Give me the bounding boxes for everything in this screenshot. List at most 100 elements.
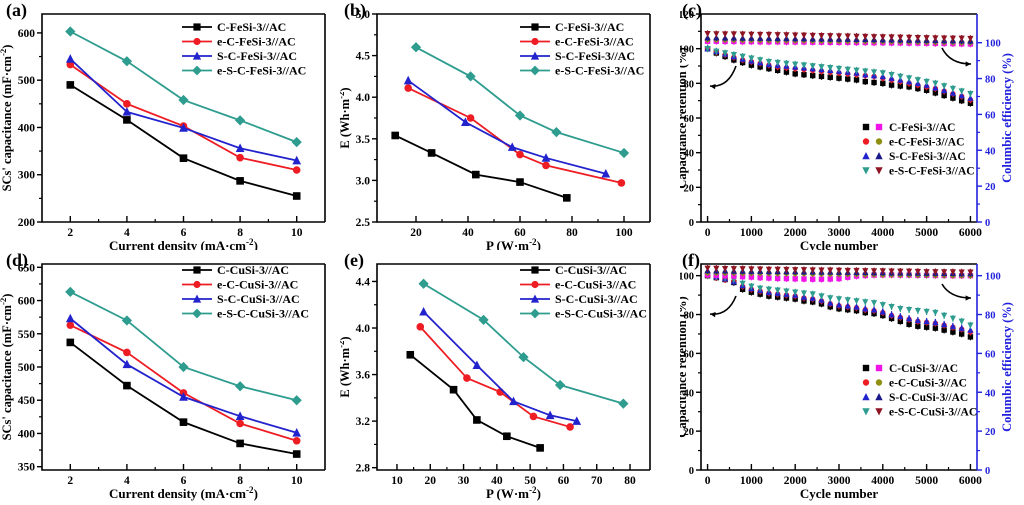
svg-text:0: 0 — [985, 466, 990, 477]
svg-text:S-C-CuSi-3//AC: S-C-CuSi-3//AC — [889, 392, 968, 404]
svg-text:e-C-CuSi-3//AC: e-C-CuSi-3//AC — [889, 378, 967, 390]
svg-text:0: 0 — [705, 475, 711, 487]
panel-letter-f: (f) — [682, 250, 700, 270]
svg-text:SCs' capacitance (mF·cm-2): SCs' capacitance (mF·cm-2) — [0, 294, 14, 441]
svg-text:650: 650 — [18, 262, 36, 274]
svg-text:E (Wh·m-2): E (Wh·m-2) — [340, 87, 352, 148]
panel-f: (f) 0 1000 2000 3000 4000 5000 6000 0 20 40 60 80 10… — [675, 250, 1024, 505]
svg-text:60: 60 — [514, 227, 526, 239]
svg-text:6000: 6000 — [959, 227, 982, 239]
svg-text:4: 4 — [124, 475, 130, 487]
svg-text:80: 80 — [684, 79, 695, 90]
panel-letter-e: (e) — [344, 250, 364, 270]
svg-text:6: 6 — [181, 227, 187, 239]
svg-text:Columbic efficiency (%): Columbic efficiency (%) — [1000, 302, 1014, 432]
svg-text:60: 60 — [558, 475, 570, 487]
svg-text:e-S-C-FeSi-3//AC: e-S-C-FeSi-3//AC — [217, 64, 306, 78]
svg-text:200: 200 — [18, 217, 36, 229]
svg-text:P (W·m-2): P (W·m-2) — [486, 237, 541, 250]
panel-b: (b) 20 40 60 80 100 2.5 3.0 3.5 4.0 4.5 5.0 P (W·m-… — [336, 0, 680, 253]
panel-letter-a: (a) — [6, 0, 27, 20]
chart-e-energy-vs-power-cusi: 10 20 30 40 50 60 70 80 2.8 3.2 3.6 4.0 4.4 P (W·m-2)… — [336, 263, 651, 501]
svg-text:3.6: 3.6 — [356, 370, 371, 382]
svg-text:60: 60 — [684, 114, 695, 125]
svg-text:S-C-FeSi-3//AC: S-C-FeSi-3//AC — [889, 151, 966, 163]
svg-text:Cycle number: Cycle number — [800, 486, 879, 501]
svg-text:C-FeSi-3//AC: C-FeSi-3//AC — [889, 122, 955, 134]
svg-text:80: 80 — [566, 227, 578, 239]
svg-text:60: 60 — [684, 349, 695, 360]
svg-text:80: 80 — [624, 475, 636, 487]
svg-text:400: 400 — [18, 428, 36, 440]
svg-text:3.5: 3.5 — [356, 134, 371, 146]
svg-text:550: 550 — [18, 329, 36, 341]
svg-text:C-CuSi-3//AC: C-CuSi-3//AC — [555, 263, 627, 277]
svg-text:600: 600 — [18, 28, 36, 40]
svg-text:C-FeSi-3//AC: C-FeSi-3//AC — [555, 20, 624, 34]
svg-text:e-C-FeSi-3//AC: e-C-FeSi-3//AC — [217, 35, 296, 49]
svg-text:3000: 3000 — [828, 227, 851, 239]
chart-f-cycling-stability-cusi: 0 1000 2000 3000 4000 5000 6000020406080100020… — [675, 263, 1014, 501]
svg-text:Cycle number: Cycle number — [800, 238, 879, 250]
svg-text:S-C-CuSi-3//AC: S-C-CuSi-3//AC — [555, 292, 638, 306]
svg-text:2000: 2000 — [784, 227, 807, 239]
svg-text:2000: 2000 — [784, 475, 807, 487]
svg-text:e-S-C-CuSi-3//AC: e-S-C-CuSi-3//AC — [217, 307, 309, 321]
svg-text:2: 2 — [67, 227, 73, 239]
svg-text:500: 500 — [18, 75, 36, 87]
svg-text:4.0: 4.0 — [356, 92, 371, 104]
svg-text:40: 40 — [491, 475, 503, 487]
svg-text:50: 50 — [524, 475, 536, 487]
svg-text:SCs' capacitance (mF·cm-2): SCs' capacitance (mF·cm-2) — [0, 45, 14, 192]
svg-text:E (Wh·m-2): E (Wh·m-2) — [340, 336, 352, 397]
svg-text:e-C-CuSi-3//AC: e-C-CuSi-3//AC — [555, 278, 636, 292]
svg-text:Current density (mA·cm-2): Current density (mA·cm-2) — [109, 237, 258, 250]
svg-text:Capacitance retention (%): Capacitance retention (%) — [680, 47, 689, 188]
svg-text:40: 40 — [985, 388, 996, 399]
svg-text:Current density (mA·cm-2): Current density (mA·cm-2) — [109, 485, 258, 501]
svg-text:2.5: 2.5 — [356, 217, 371, 229]
panel-c: (c) 0 1000 2000 3000 4000 5000 6000 0 20 40 60 80 10… — [675, 0, 1024, 253]
svg-text:S-C-CuSi-3//AC: S-C-CuSi-3//AC — [217, 292, 300, 306]
svg-text:P (W·m-2): P (W·m-2) — [486, 485, 541, 501]
svg-text:60: 60 — [985, 349, 996, 360]
svg-text:20: 20 — [684, 183, 695, 194]
svg-text:S-C-FeSi-3//AC: S-C-FeSi-3//AC — [217, 49, 297, 63]
chart-b-energy-vs-power-fesi: 20 40 60 80 100 2.5 3.0 3.5 4.0 4.5 5.0 P (W·m-2) E … — [336, 9, 651, 253]
svg-text:0: 0 — [985, 218, 990, 229]
svg-text:80: 80 — [985, 75, 996, 86]
svg-text:450: 450 — [18, 395, 36, 407]
panel-e: (e) 10 20 30 40 50 60 70 80 2.8 3.2 3.6 4.0 4.4 P (W·… — [336, 250, 680, 505]
svg-text:600: 600 — [18, 296, 36, 308]
panel-letter-c: (c) — [682, 0, 702, 20]
svg-text:C-FeSi-3//AC: C-FeSi-3//AC — [217, 20, 286, 34]
svg-text:e-S-C-FeSi-3//AC: e-S-C-FeSi-3//AC — [889, 166, 975, 178]
svg-text:e-C-FeSi-3//AC: e-C-FeSi-3//AC — [555, 35, 634, 49]
svg-text:6000: 6000 — [959, 475, 982, 487]
chart-c-cycling-stability-fesi: 0 1000 2000 3000 4000 5000 6000020406080100120… — [675, 10, 1014, 253]
panel-letter-b: (b) — [344, 0, 366, 20]
svg-text:0: 0 — [689, 218, 694, 229]
svg-text:5000: 5000 — [915, 227, 938, 239]
svg-text:40: 40 — [684, 388, 695, 399]
svg-text:20: 20 — [684, 427, 695, 438]
svg-text:40: 40 — [684, 149, 695, 160]
svg-text:10: 10 — [391, 475, 403, 487]
svg-text:100: 100 — [680, 272, 694, 283]
svg-text:70: 70 — [591, 475, 603, 487]
svg-text:5.0: 5.0 — [356, 9, 371, 21]
svg-text:e-C-FeSi-3//AC: e-C-FeSi-3//AC — [889, 137, 964, 149]
svg-text:4000: 4000 — [871, 475, 894, 487]
svg-text:4000: 4000 — [871, 227, 894, 239]
panel-letter-d: (d) — [6, 250, 28, 270]
svg-text:100: 100 — [680, 45, 694, 56]
svg-text:4.0: 4.0 — [356, 323, 371, 335]
svg-text:e-S-C-CuSi-3//AC: e-S-C-CuSi-3//AC — [555, 307, 647, 321]
svg-text:100: 100 — [985, 272, 1001, 283]
svg-text:80: 80 — [985, 311, 996, 322]
svg-text:3.0: 3.0 — [356, 175, 371, 187]
svg-text:5000: 5000 — [915, 475, 938, 487]
svg-text:120: 120 — [680, 10, 694, 21]
svg-text:e-C-CuSi-3//AC: e-C-CuSi-3//AC — [217, 278, 298, 292]
svg-text:10: 10 — [291, 227, 303, 239]
